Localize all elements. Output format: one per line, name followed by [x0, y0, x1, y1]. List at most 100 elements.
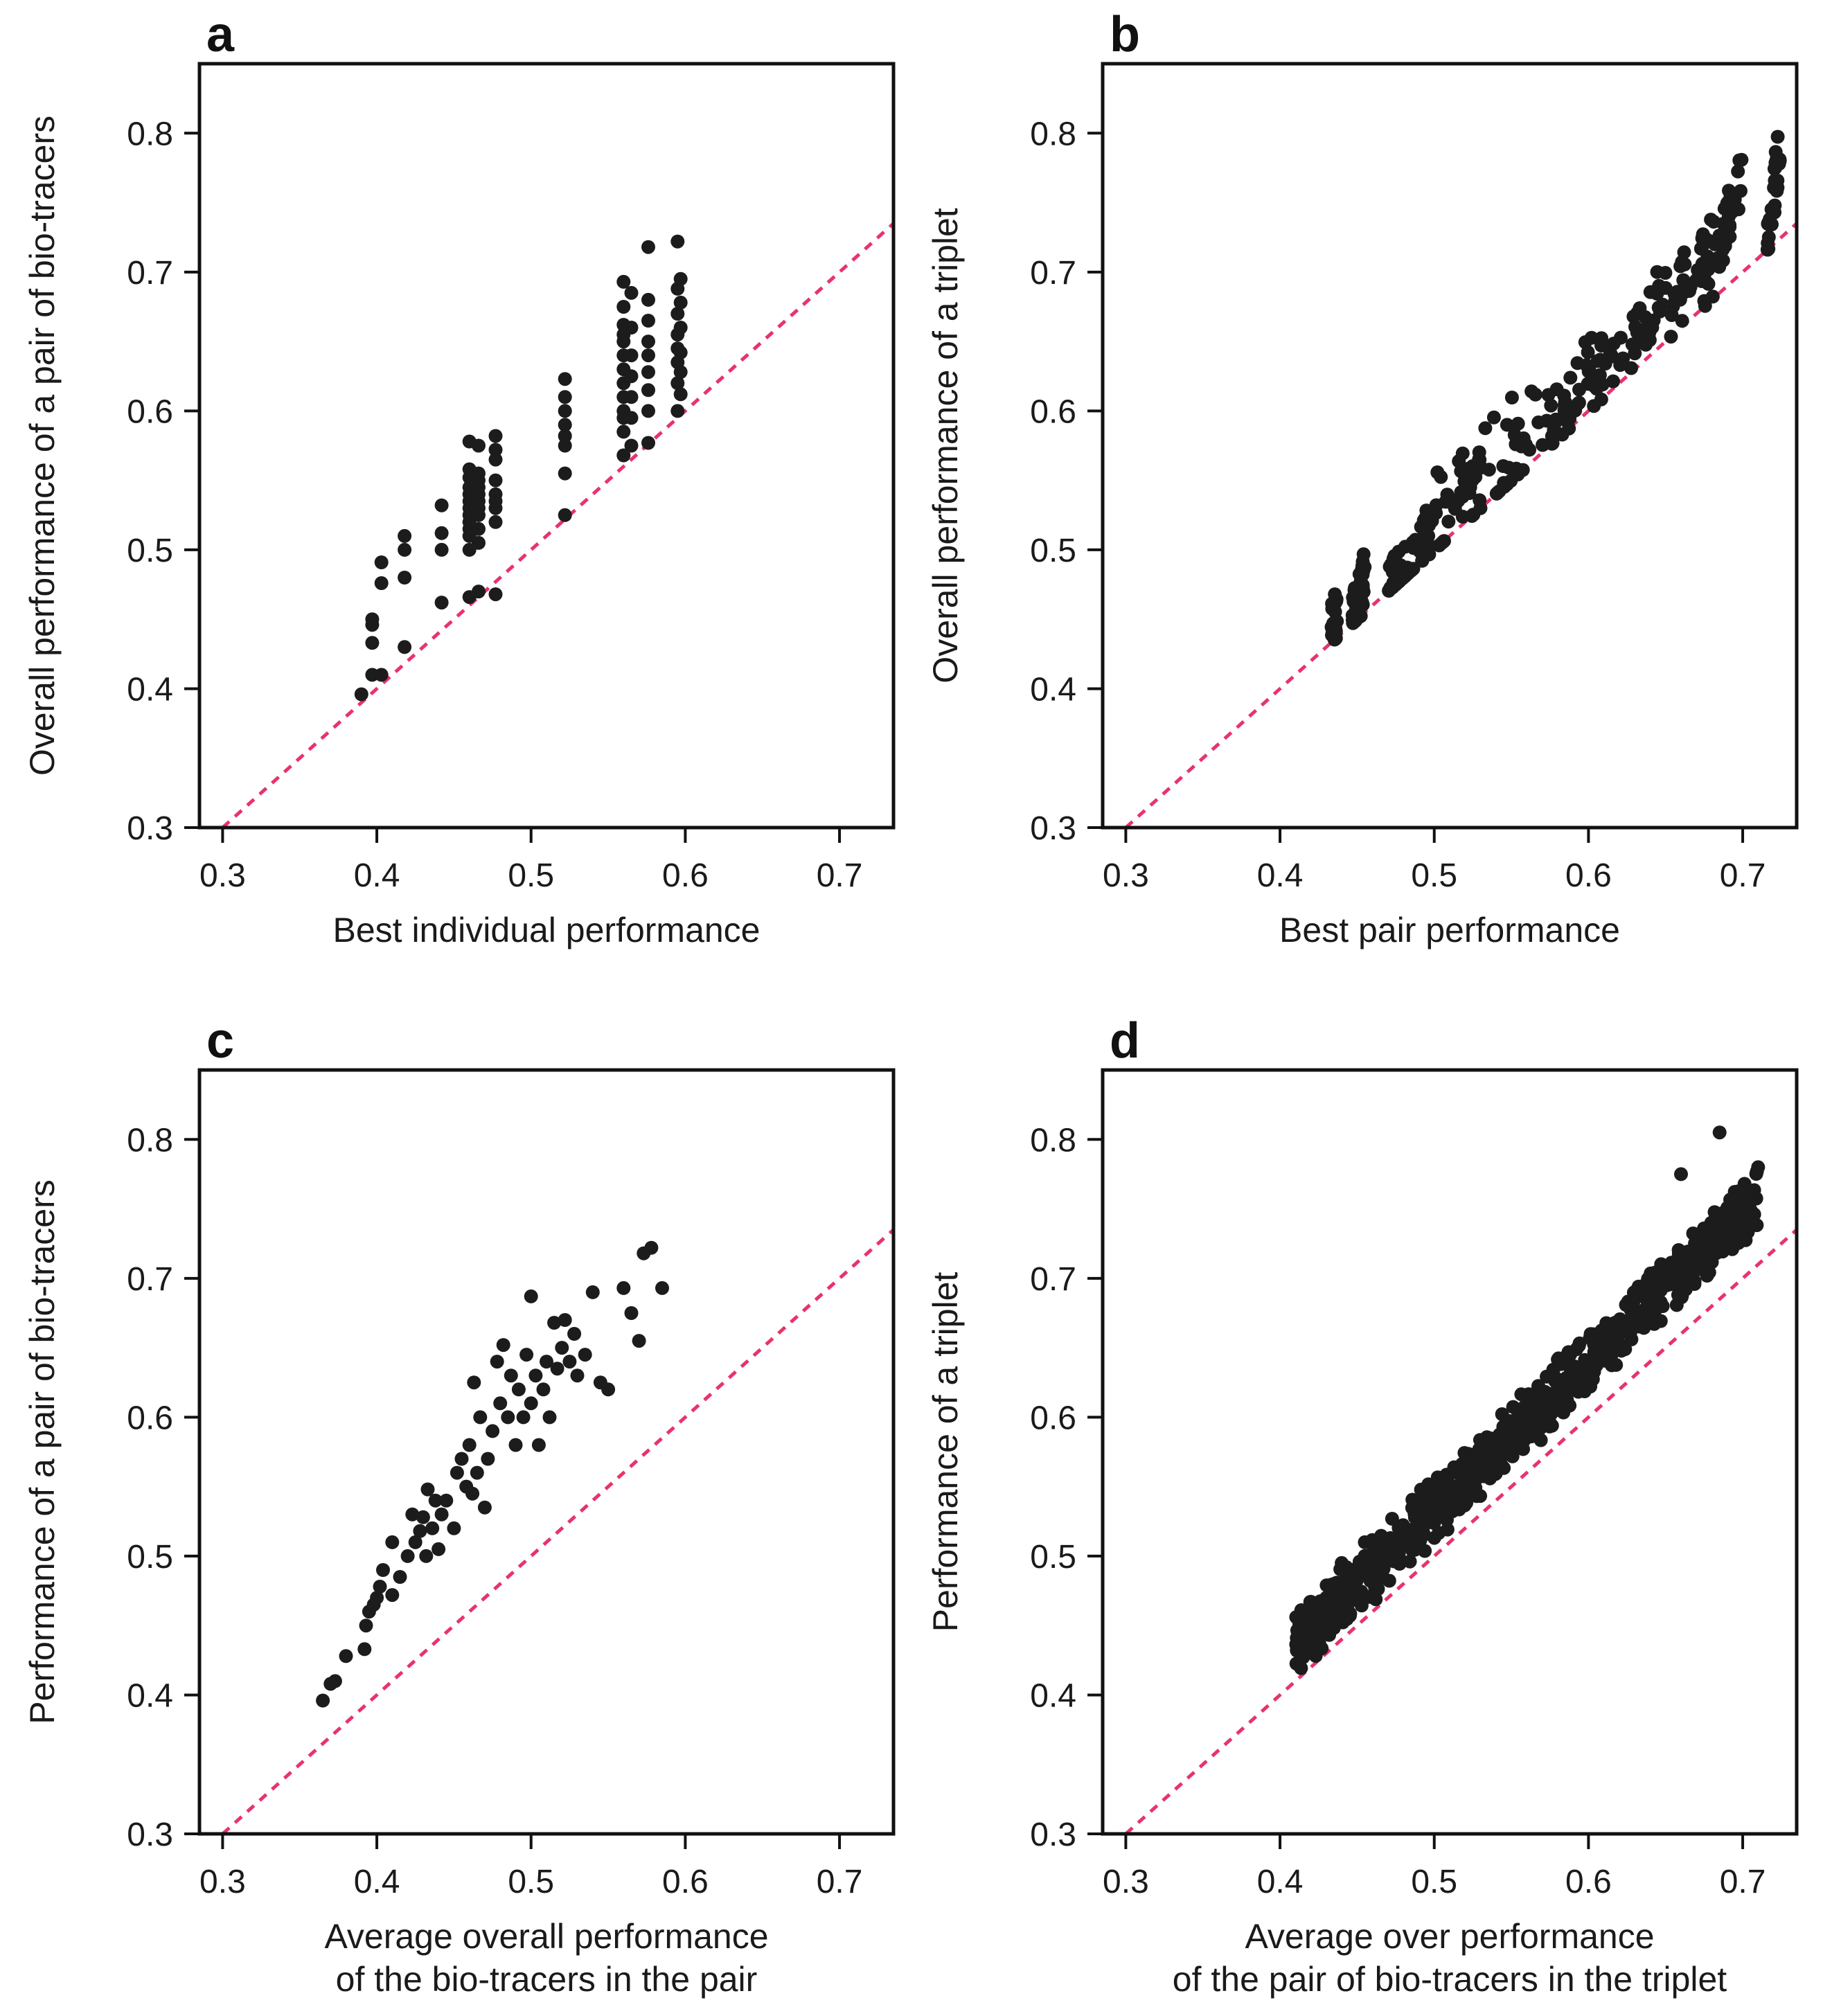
data-point [496, 1338, 510, 1353]
panel-b: 0.3 0.4 0.5 0.6 0.7 0.3 0.4 0.5 0.6 0.7 0.8 Best pa… [926, 7, 1799, 949]
data-point [408, 1535, 423, 1549]
data-point [1565, 1368, 1580, 1382]
data-point [601, 1382, 616, 1397]
data-point [1770, 130, 1785, 144]
data-point [1570, 356, 1585, 371]
data-point [1440, 1522, 1455, 1537]
x-axis-label: Best individual performance [333, 911, 761, 949]
data-point [1522, 1397, 1536, 1411]
reference-line-y-equals-x [1124, 222, 1797, 828]
data-point [1723, 188, 1738, 202]
data-point [501, 1410, 515, 1425]
data-point [374, 555, 389, 569]
data-point [1666, 299, 1680, 314]
data-point [562, 1355, 577, 1369]
x-tick-label: 0.7 [1720, 857, 1766, 894]
data-point [673, 346, 688, 360]
data-point [1770, 152, 1784, 166]
data-point [1544, 398, 1558, 413]
data-point [1638, 310, 1653, 324]
data-point [1531, 1379, 1545, 1393]
data-point [1599, 1319, 1614, 1333]
data-point [524, 1289, 538, 1303]
data-point [1431, 1472, 1446, 1486]
data-point [1603, 346, 1617, 360]
data-point [1303, 1606, 1317, 1620]
data-point [1397, 1534, 1412, 1549]
data-point [1522, 443, 1537, 457]
data-point [1583, 1380, 1598, 1394]
data-point [673, 387, 688, 402]
data-point [1437, 534, 1451, 548]
data-point [1712, 229, 1727, 243]
data-point [1631, 334, 1646, 348]
data-point [1607, 1341, 1621, 1355]
data-point [673, 321, 688, 334]
data-point [558, 372, 572, 386]
x-tick-label: 0.6 [1565, 857, 1612, 894]
x-tick-label: 0.3 [1103, 1864, 1149, 1900]
data-point [434, 596, 449, 610]
x-tick-label: 0.5 [508, 857, 554, 894]
data-point [1727, 1202, 1742, 1216]
data-point [1405, 563, 1419, 578]
data-point [1652, 1278, 1666, 1293]
data-point [540, 1355, 553, 1369]
data-point [1732, 202, 1745, 217]
data-point [1344, 1576, 1358, 1590]
data-point [472, 585, 486, 599]
x-axis-label: Average over performance [1245, 1917, 1654, 1956]
data-point [1712, 1125, 1727, 1140]
data-point [641, 404, 655, 418]
data-point [670, 404, 685, 418]
data-point [555, 1341, 569, 1355]
data-point [465, 1486, 480, 1501]
data-point [1711, 1206, 1726, 1221]
data-point [641, 365, 655, 380]
data-point [1413, 1533, 1428, 1548]
data-point [1529, 1426, 1543, 1440]
data-point [550, 1362, 564, 1376]
data-point [1675, 314, 1689, 328]
data-point [624, 321, 639, 334]
reference-line-y-equals-x [221, 222, 893, 828]
x-tick-label: 0.6 [1565, 1864, 1612, 1900]
data-point [1666, 1274, 1680, 1288]
data-point [472, 521, 486, 536]
data-point [547, 1316, 562, 1330]
data-point [641, 348, 655, 363]
data-point [1751, 1160, 1766, 1175]
data-point [641, 436, 655, 450]
data-point [462, 1438, 477, 1452]
data-point [567, 1327, 582, 1341]
data-point [1309, 1632, 1324, 1647]
data-point [1572, 382, 1586, 397]
data-point [632, 1334, 646, 1348]
y-tick-label: 0.3 [127, 810, 173, 847]
data-point [641, 240, 655, 254]
data-point [1647, 1317, 1662, 1331]
data-point [1331, 1610, 1346, 1625]
data-point [616, 448, 631, 463]
data-point [624, 1306, 639, 1320]
data-point [425, 1521, 440, 1535]
data-point [357, 1642, 372, 1657]
data-point [1355, 585, 1370, 599]
data-point [1572, 395, 1586, 410]
x-axis-label: of the bio-tracers in the pair [336, 1960, 758, 1999]
data-point [1478, 421, 1493, 436]
y-tick-label: 0.4 [1030, 671, 1076, 708]
data-point [1500, 418, 1514, 432]
data-point [1301, 1623, 1315, 1637]
panel-a: 0.3 0.4 0.5 0.6 0.7 0.3 0.4 0.5 0.6 0.7 0.8 Best in… [23, 7, 896, 949]
data-point [641, 314, 655, 328]
data-point [585, 1285, 600, 1299]
data-point [1319, 1591, 1333, 1605]
data-point [339, 1649, 353, 1663]
data-point [488, 473, 503, 488]
data-point [1611, 1323, 1626, 1338]
x-tick-label: 0.4 [1257, 1864, 1304, 1900]
data-point [1429, 498, 1443, 512]
data-point [1720, 215, 1734, 229]
data-point [616, 274, 631, 289]
